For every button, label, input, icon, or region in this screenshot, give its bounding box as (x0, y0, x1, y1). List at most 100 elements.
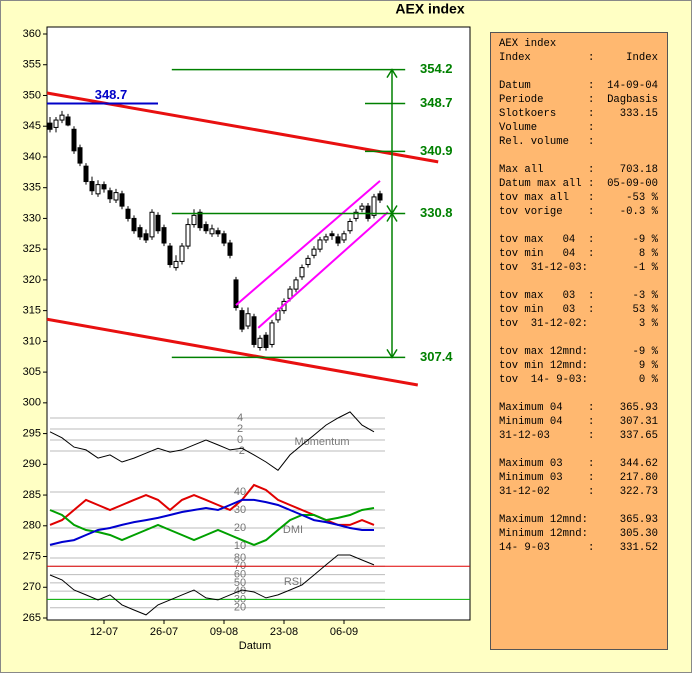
y-tick-label: 355 (23, 59, 41, 71)
indicator-tick-label: 20 (234, 602, 246, 614)
y-tick-label: 295 (23, 427, 41, 439)
trend-line (235, 180, 381, 306)
candle-body (299, 267, 305, 278)
candle-body (101, 184, 107, 190)
candle-body (161, 227, 167, 244)
candle-body (263, 334, 269, 349)
info-line: AEX index (499, 38, 557, 50)
indicator-tick-label: -2 (235, 445, 245, 457)
trend-line (257, 211, 389, 329)
chart-title: AEX index (395, 1, 464, 17)
info-line: Minimum 12mnd: 305.30 (499, 528, 658, 540)
info-group: AEX index Index : Index (499, 37, 667, 65)
indicator-tick-label: 80 (234, 552, 246, 564)
candle-body (353, 211, 359, 219)
info-group: Maximum 03 : 344.62 Minimum 03 : 217.80 31… (499, 457, 667, 499)
candle-body (203, 224, 209, 232)
level-label: 330.8 (420, 205, 453, 220)
x-tick-label: 09-08 (210, 626, 238, 638)
indicator-tick-label: 4 (237, 412, 243, 424)
indicator-tick-label: 10 (234, 540, 246, 552)
indicator-tick-label: 50 (234, 577, 246, 589)
candle-body (113, 192, 119, 201)
candle-body (335, 236, 341, 244)
y-tick-label: 340 (23, 151, 41, 163)
y-tick-label: 320 (23, 274, 41, 286)
candle-body (83, 165, 89, 183)
info-panel: AEX index Index : Index Datum : 14-09-04 Pe… (490, 32, 668, 650)
indicator-name: DMI (283, 524, 303, 536)
info-line: tov max 03 : -3 % (499, 290, 658, 302)
candle-body (365, 205, 371, 219)
candle-body (107, 190, 113, 200)
candle-body (215, 230, 221, 235)
info-line: tov min 12mnd: 9 % (499, 360, 658, 372)
candle-body (227, 242, 233, 256)
candle-body (59, 114, 65, 121)
candle-body (317, 239, 323, 250)
candle-body (71, 128, 77, 152)
info-line: 31-12-03 : 337.65 (499, 430, 658, 442)
candle-body (305, 257, 311, 266)
trend-line (46, 91, 439, 164)
info-line: Slotkoers : 333.15 (499, 108, 658, 120)
info-line: tov vorige : -0.3 % (499, 206, 658, 218)
y-tick-label: 360 (23, 28, 41, 40)
y-tick-label: 280 (23, 520, 41, 532)
candle-body (221, 233, 227, 244)
y-tick-label: 275 (23, 550, 41, 562)
info-line: Periode : Dagbasis (499, 94, 658, 106)
indicator-line (49, 411, 375, 471)
candle-body (341, 233, 347, 241)
candle-body (119, 193, 125, 207)
candle-body (377, 193, 383, 201)
info-line: 31-12-02 : 322.73 (499, 486, 658, 498)
info-line: Index : Index (499, 52, 658, 64)
x-tick-label: 26-07 (150, 626, 178, 638)
indicator-tick-label: 30 (234, 504, 246, 516)
info-group: Maximum 04 : 365.93 Minimum 04 : 307.31 31… (499, 401, 667, 443)
candle-body (173, 260, 179, 269)
info-line: Max all : 703.18 (499, 164, 658, 176)
y-tick-label: 310 (23, 335, 41, 347)
candle-body (65, 116, 71, 126)
candle-body (209, 228, 215, 235)
info-group: tov max 03 : -3 % tov min 03 : 53 % tov 31… (499, 289, 667, 331)
candle-body (293, 279, 299, 290)
info-line: Rel. volume : (499, 136, 595, 148)
candle-body (371, 196, 377, 216)
candle-body (131, 217, 137, 232)
resistance-label: 348.7 (95, 87, 128, 102)
candle-body (323, 236, 329, 241)
indicator-name: Momentum (294, 436, 349, 448)
info-group: Max all : 703.18 Datum max all : 05-09-00… (499, 163, 667, 219)
info-group: tov max 04 : -9 % tov min 04 : 8 % tov 31-… (499, 233, 667, 275)
candle-body (155, 214, 161, 232)
info-line: Maximum 03 : 344.62 (499, 458, 658, 470)
x-axis-label: Datum (239, 640, 271, 652)
candle-body (77, 147, 83, 164)
indicator-line (49, 507, 375, 546)
info-line: 14- 9-03 : 331.52 (499, 542, 658, 554)
arrow-head (386, 212, 398, 222)
y-tick-label: 270 (23, 581, 41, 593)
candle-body (89, 181, 95, 192)
info-line: Minimum 03 : 217.80 (499, 472, 658, 484)
indicator-name: RSI (284, 576, 302, 588)
candle-body (311, 248, 317, 256)
candle-body (269, 322, 275, 345)
info-line: tov 31-12-03: -1 % (499, 262, 658, 274)
candle-body (329, 233, 335, 237)
level-label: 354.2 (420, 61, 453, 76)
info-line: Datum max all : 05-09-00 (499, 178, 658, 190)
candle-body (95, 184, 101, 195)
level-label: 307.4 (420, 349, 453, 364)
info-line: tov max all : -53 % (499, 192, 658, 204)
info-line: tov min 03 : 53 % (499, 304, 658, 316)
candle-body (179, 245, 185, 262)
candle-body (47, 122, 53, 130)
arrow-head (386, 68, 398, 79)
info-group: Maximum 12mnd: 365.93 Minimum 12mnd: 305.… (499, 513, 667, 555)
arrow-head (386, 348, 398, 359)
